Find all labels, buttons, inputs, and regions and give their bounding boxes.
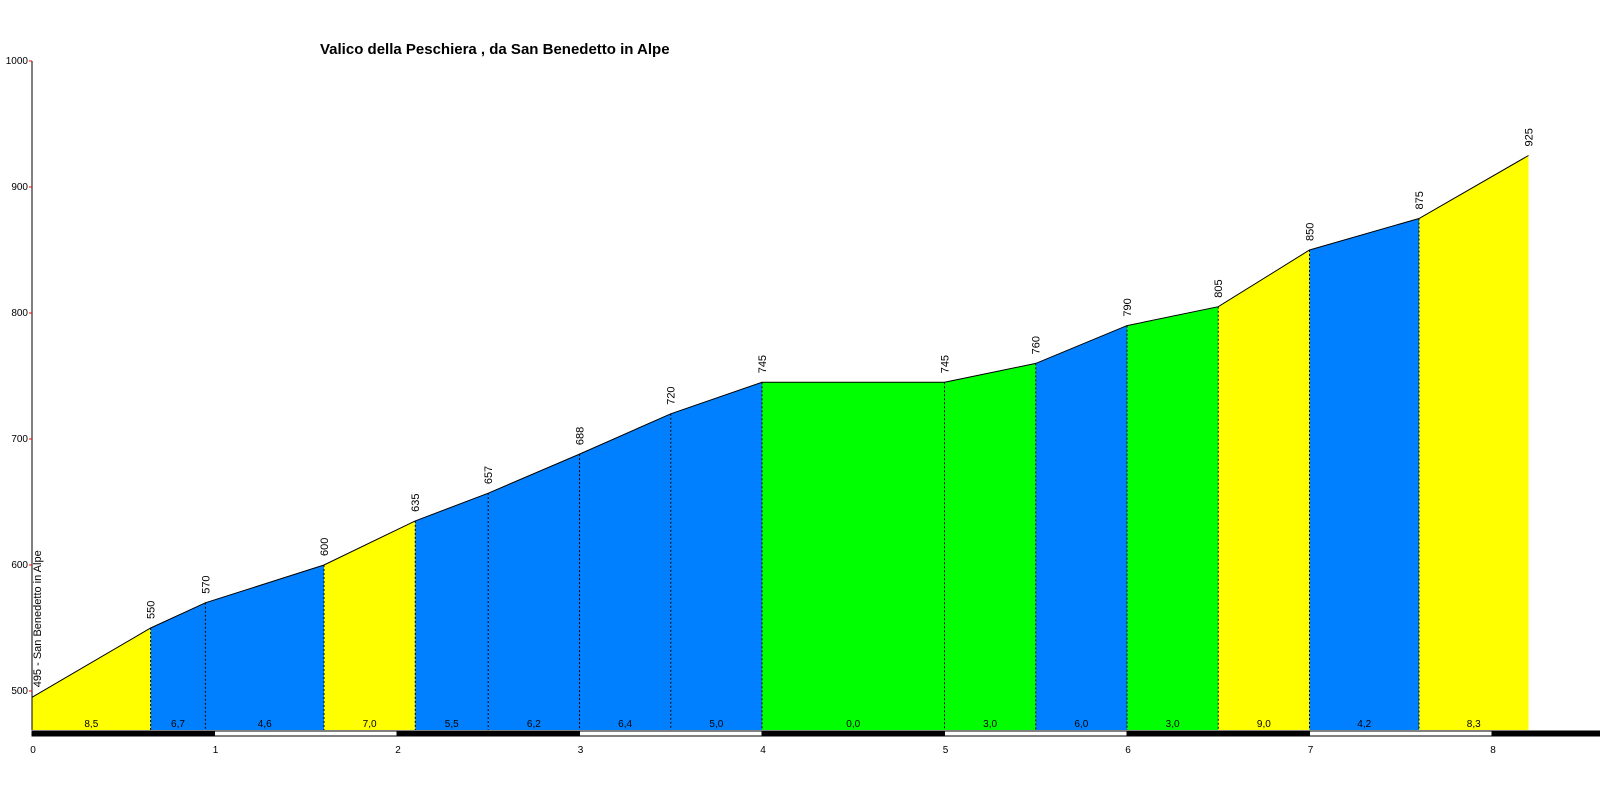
km-scale-segment <box>761 730 945 737</box>
profile-areas <box>32 155 1529 730</box>
x-tick-label: 4 <box>760 745 766 756</box>
y-tick-label: 800 <box>11 308 28 319</box>
y-tick-label: 1000 <box>6 56 29 67</box>
segment-fill <box>1218 250 1310 730</box>
segment-grade-label: 6,2 <box>527 719 541 730</box>
y-tick-label: 500 <box>11 686 28 697</box>
altitude-label: 745 <box>757 355 769 373</box>
segment-fill <box>1309 218 1419 730</box>
x-tick-label: 6 <box>1125 745 1131 756</box>
segment-grade-label: 9,0 <box>1257 719 1271 730</box>
x-tick-label: 3 <box>578 745 584 756</box>
y-tick-label: 600 <box>11 560 28 571</box>
altitude-label: 760 <box>1031 336 1043 354</box>
segment-fill <box>415 493 489 730</box>
segment-grade-label: 3,0 <box>1166 719 1180 730</box>
x-tick-label: 0 <box>30 745 36 756</box>
altitude-label: 657 <box>483 466 495 484</box>
segment-fill <box>150 602 206 730</box>
km-scale-segment <box>396 730 580 737</box>
km-scale-segment <box>1491 730 1600 737</box>
segment-fill <box>1127 306 1219 730</box>
segment-fill <box>1035 325 1127 730</box>
segment-grade-label: 6,0 <box>1074 719 1088 730</box>
x-tick-label: 1 <box>213 745 219 756</box>
segment-grade-label: 4,2 <box>1357 719 1371 730</box>
km-scale-segment <box>944 730 1128 737</box>
segment-fill <box>324 520 416 730</box>
altitude-label: 635 <box>410 494 422 512</box>
altitude-label: 688 <box>575 427 587 445</box>
segment-fill <box>579 413 671 730</box>
segment-fill <box>205 565 324 730</box>
segment-grade-label: 5,0 <box>709 719 723 730</box>
x-tick-label: 8 <box>1490 745 1496 756</box>
x-tick-label: 7 <box>1308 745 1314 756</box>
altitude-label: 850 <box>1305 223 1317 241</box>
segment-fill <box>32 628 151 730</box>
km-scale-segment <box>1126 730 1310 737</box>
x-tick-label: 2 <box>395 745 401 756</box>
segment-grade-label: 4,6 <box>258 719 272 730</box>
altitude-label: 600 <box>319 538 331 556</box>
km-scale-bar <box>31 730 1600 737</box>
y-tick-label: 900 <box>11 182 28 193</box>
segment-grade-label: 8,3 <box>1467 719 1481 730</box>
segment-fill <box>944 363 1036 730</box>
segment-fill <box>762 382 945 730</box>
segment-grade-label: 0,0 <box>846 719 860 730</box>
chart-title: Valico della Peschiera , da San Benedett… <box>320 41 670 58</box>
segment-grade-label: 3,0 <box>983 719 997 730</box>
segment-grade-label: 6,4 <box>618 719 632 730</box>
chart-axes: 500 600 700 800 900 1000 0 1 2 3 4 5 6 7 8 <box>6 56 1496 756</box>
km-scale-segment <box>31 730 215 737</box>
segment-grade-label: 6,7 <box>171 719 185 730</box>
altitude-label: 805 <box>1213 279 1225 297</box>
km-scale-segment <box>1309 730 1493 737</box>
start-location-label: 495 - San Benedetto in Alpe <box>32 550 44 687</box>
altitude-label: 790 <box>1122 298 1134 316</box>
altitude-label: 925 <box>1524 128 1536 146</box>
y-tick-label: 700 <box>11 434 28 445</box>
altitude-label: 875 <box>1414 191 1426 209</box>
segment-grade-label: 8,5 <box>84 719 98 730</box>
segment-fill <box>488 454 580 730</box>
x-tick-label: 5 <box>943 745 949 756</box>
segment-dividers <box>150 218 1420 730</box>
altitude-label: 570 <box>200 575 212 593</box>
altitude-label: 720 <box>666 386 678 404</box>
profile-outline <box>31 155 1529 698</box>
segment-grade-label: 5,5 <box>445 719 459 730</box>
chart-labels: 8,5 6,7 4,6 7,0 5,5 6,2 6,4 5,0 0,0 3,0 6,0 3,0 9,0 4… <box>32 128 1536 730</box>
segment-fill <box>1419 155 1529 730</box>
segment-grade-label: 7,0 <box>363 719 377 730</box>
altitude-label: 745 <box>940 355 952 373</box>
km-scale-segment <box>214 730 398 737</box>
segment-fill <box>670 382 762 730</box>
km-scale-segment <box>579 730 763 737</box>
altitude-label: 550 <box>146 601 158 619</box>
